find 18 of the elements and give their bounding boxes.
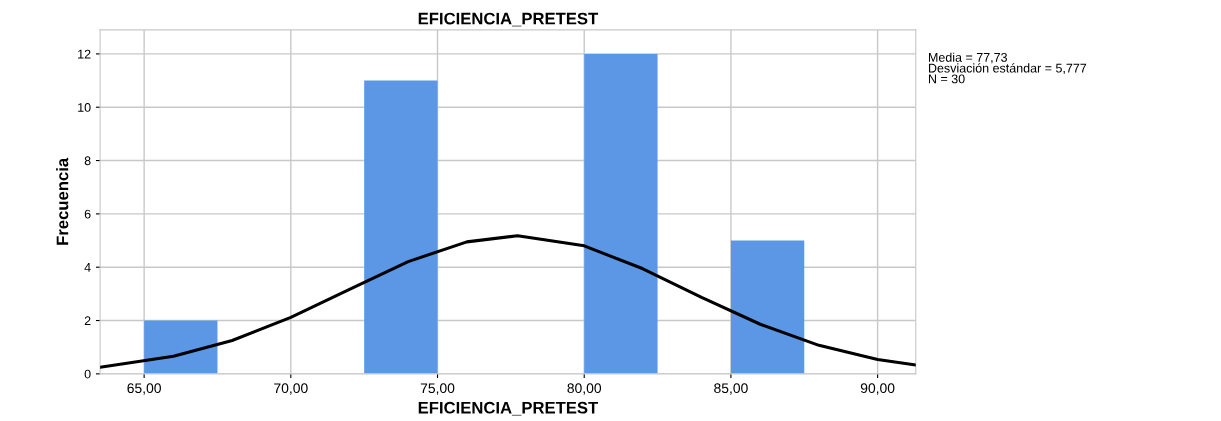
y-tick-label: 4 [84, 263, 91, 272]
text: Media = 77,73 Desviación estándar = 5,777 N = 30 [928, 52, 1087, 84]
y-tick-label: 2 [84, 316, 91, 326]
x-tick-label: 85,00 [714, 383, 748, 395]
y-tick-label: 10 [78, 103, 91, 112]
x-tick-label: 65,00 [127, 383, 161, 395]
y-axis-title: Frecuencia [56, 157, 69, 245]
x-tick-label: 70,00 [274, 383, 308, 395]
x-tick-label: 75,00 [420, 383, 455, 395]
y-tick-label: 8 [84, 156, 91, 166]
x-axis-title: EFICIENCIA_PRETEST [418, 401, 599, 416]
y-tick-label: 12 [78, 49, 91, 59]
x-tick-label: 90,00 [860, 383, 895, 395]
y-tick-label: 0 [84, 369, 91, 379]
x-tick-label: 80,00 [567, 383, 602, 395]
y-tick-label: 6 [84, 209, 91, 219]
chart-title: EFICIENCIA_PRETEST [418, 12, 599, 27]
line-series [100, 234, 916, 369]
